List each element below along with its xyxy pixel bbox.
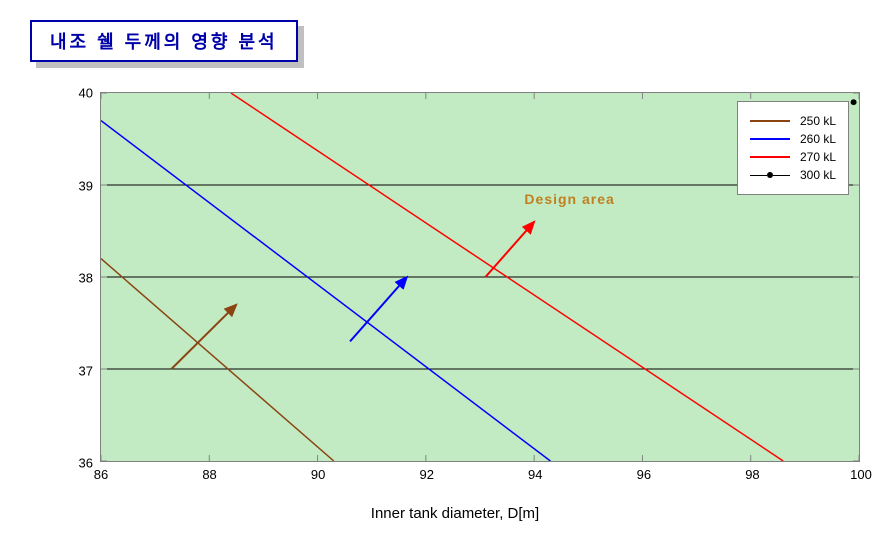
x-tick-label: 100 — [850, 467, 872, 482]
x-tick-label: 86 — [94, 467, 108, 482]
y-tick-label: 37 — [79, 363, 93, 378]
plot-area: 250 kL260 kL270 kL300 kL Design area 363… — [100, 92, 860, 462]
y-tick-label: 40 — [79, 86, 93, 101]
legend: 250 kL 260 kL 270 kL 300 kL — [737, 101, 849, 195]
x-tick-label: 92 — [419, 467, 433, 482]
series-marker — [851, 99, 857, 105]
page-title: 내조 쉘 두께의 영향 분석 — [50, 32, 278, 52]
x-tick-label: 90 — [311, 467, 325, 482]
x-tick-label: 98 — [745, 467, 759, 482]
legend-label: 300 kL — [800, 168, 836, 182]
legend-label: 250 kL — [800, 114, 836, 128]
x-tick-label: 88 — [202, 467, 216, 482]
legend-item: 300 kL — [750, 168, 836, 182]
title-container: 내조 쉘 두께의 영향 분석 — [30, 20, 298, 62]
legend-line-icon — [750, 138, 790, 140]
legend-item: 270 kL — [750, 150, 836, 164]
y-tick-label: 39 — [79, 178, 93, 193]
legend-line-icon — [750, 120, 790, 122]
legend-line-icon — [750, 156, 790, 158]
legend-label: 260 kL — [800, 132, 836, 146]
legend-marker-icon — [750, 172, 790, 178]
y-tick-label: 36 — [79, 456, 93, 471]
x-tick-label: 94 — [528, 467, 542, 482]
title-box: 내조 쉘 두께의 영향 분석 — [30, 20, 298, 62]
legend-item: 260 kL — [750, 132, 836, 146]
x-axis-label: Inner tank diameter, D[m] — [371, 505, 539, 522]
y-tick-label: 38 — [79, 271, 93, 286]
design-area-label: Design area — [524, 191, 614, 207]
x-tick-label: 96 — [637, 467, 651, 482]
legend-label: 270 kL — [800, 150, 836, 164]
legend-item: 250 kL — [750, 114, 836, 128]
chart: Maximum shell thickness, t[mm] 250 kL260… — [30, 82, 880, 512]
